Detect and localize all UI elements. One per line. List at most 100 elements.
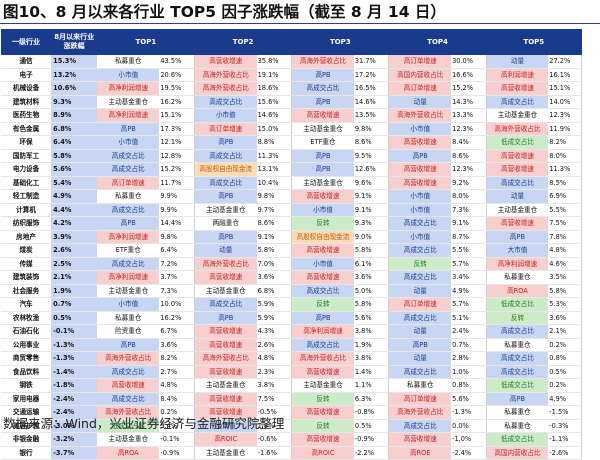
factor-return: 4.3% xyxy=(256,324,293,339)
factor-return: 2.4% xyxy=(451,324,487,339)
factor-return: 9.8% xyxy=(256,189,293,204)
factor-name: 高成交占比 xyxy=(291,81,354,96)
factor-return: 17.3% xyxy=(159,122,195,136)
factor-name: 高ROIC xyxy=(194,432,257,447)
factor-return: 17.2% xyxy=(353,68,390,82)
industry-change: 4.4% xyxy=(51,203,98,217)
factor-name: 低成交占比 xyxy=(486,135,549,150)
factor-name: 高成交占比 xyxy=(486,95,549,109)
industry-change: -1.3% xyxy=(51,338,98,352)
source-note: 数据来源：Wind，兴业证券经济与金融研究院整理 xyxy=(3,416,285,431)
factor-name: 反转 xyxy=(486,311,549,325)
table-row: 非银金融 -3.2% 主动基金重仓 -0.1% 高ROIC -0.6% 高营收增速 -0.9%… xyxy=(1,432,583,447)
factor-return: 8.6% xyxy=(256,216,293,231)
factor-return: 9.6% xyxy=(353,176,390,190)
header-top3: TOP3 xyxy=(291,29,389,55)
factor-return: 19.5% xyxy=(159,81,195,96)
table-row: 房地产 3.9% 高净利润增速 9.8% 高PB 9.1% 高股权自由现金流 9.0% 小市值 8… xyxy=(1,230,583,244)
factor-return: 5.0% xyxy=(353,284,390,298)
factor-return: 8.7% xyxy=(451,230,487,244)
factor-return: -1.5% xyxy=(548,405,583,420)
factor-name: 高成交占比 xyxy=(486,351,549,366)
factor-name: 高营收增速 xyxy=(194,270,257,285)
factor-return: 8.0% xyxy=(548,149,583,163)
factor-name: 高ROE xyxy=(388,446,452,460)
factor-return: 12.8% xyxy=(159,149,195,163)
factor-name: 高营收增速 xyxy=(291,189,354,204)
industry-name: 交通运输 xyxy=(1,405,52,420)
factor-name: 高PB xyxy=(486,392,549,406)
factor-name: 高订单增速 xyxy=(194,122,257,136)
factor-return: 16.1% xyxy=(548,68,583,82)
factor-name: 高ROA xyxy=(97,446,160,460)
industry-change: -2.4% xyxy=(51,405,98,420)
factor-name: 主动基金重仓 xyxy=(194,378,257,393)
factor-table: 一级行业 8月以来行业涨跌幅 TOP1 TOP2 TOP3 TOP4 TOP5 … xyxy=(1,29,583,460)
industry-change: 9.3% xyxy=(51,95,98,109)
factor-name: 高成交占比 xyxy=(388,270,452,285)
factor-name: 高营收增速 xyxy=(291,365,354,379)
industry-change: -2.4% xyxy=(51,392,98,406)
table-row: 基础化工 5.4% 高订单增速 11.7% 高成交占比 10.4% 主动基金重仓 9.6% 高营… xyxy=(1,176,583,190)
factor-name: 主动基金重仓 xyxy=(486,203,549,217)
factor-name: 高净利润增速 xyxy=(97,270,160,285)
factor-return: 13.3% xyxy=(451,108,487,123)
factor-name: 高PB xyxy=(291,311,354,325)
industry-name: 通信 xyxy=(1,55,52,69)
factor-name: 高PB xyxy=(194,311,257,325)
factor-name: 私募重仓 xyxy=(388,378,452,393)
factor-name: 高净利润增速 xyxy=(97,108,160,123)
factor-name: 高营收增速 xyxy=(388,432,452,447)
industry-name: 基础化工 xyxy=(1,176,52,190)
factor-name: 高营收增速 xyxy=(97,378,160,393)
factor-name: 高成交占比 xyxy=(388,419,452,433)
table-header: 一级行业 8月以来行业涨跌幅 TOP1 TOP2 TOP3 TOP4 TOP5 xyxy=(1,29,582,55)
table-row: 电子 13.2% 小市值 20.6% 高海外营收占比 19.1% 高PB 17.2% 高国内营收… xyxy=(1,68,583,82)
factor-name: 反转 xyxy=(291,297,354,312)
industry-name: 煤炭 xyxy=(1,243,52,258)
industry-change: 6.4% xyxy=(51,135,98,150)
factor-return: 4.8% xyxy=(256,351,293,366)
factor-return: 15.1% xyxy=(548,81,583,96)
factor-return: 1.0% xyxy=(451,365,487,379)
factor-name: 高营收增速 xyxy=(486,216,549,231)
factor-return: 3.4% xyxy=(451,270,487,285)
factor-name: 高海外营收占比 xyxy=(194,81,257,96)
factor-return: 7.3% xyxy=(451,203,487,217)
factor-name: 高营收增速 xyxy=(486,81,549,96)
factor-name: 高PB xyxy=(97,338,160,352)
factor-name: 主动基金重仓 xyxy=(97,284,160,298)
factor-return: 8.4% xyxy=(451,135,487,150)
header-industry: 一级行业 xyxy=(1,29,52,55)
factor-return: 16.5% xyxy=(353,81,390,96)
factor-name: 高海外营收占比 xyxy=(97,351,160,366)
factor-return: -0.3% xyxy=(548,419,583,433)
factor-return: 9.1% xyxy=(451,216,487,231)
factor-name: 高股权自由现金流 xyxy=(194,162,257,177)
factor-return: 2.6% xyxy=(256,338,293,352)
industry-name: 建筑装饰 xyxy=(1,270,52,285)
industry-name: 传媒 xyxy=(1,257,52,271)
factor-return: 1.1% xyxy=(353,378,390,393)
factor-name: 大市值 xyxy=(486,243,549,258)
table-row: 食品饮料 -1.4% 高成交占比 2.7% 高营收增速 2.3% 高营收增速 1.4% 高成交占… xyxy=(1,365,583,379)
factor-name: 私募重仓 xyxy=(97,311,160,325)
factor-name: 高海外营收占比 xyxy=(194,257,257,271)
factor-return: -0.9% xyxy=(353,432,390,447)
factor-return: 3.6% xyxy=(159,338,195,352)
header-top5: TOP5 xyxy=(486,29,582,55)
factor-return: -2.6% xyxy=(548,446,583,460)
factor-return: 6.7% xyxy=(159,324,195,339)
factor-return: 9.5% xyxy=(353,149,390,163)
factor-return: 8.2% xyxy=(159,351,195,366)
factor-return: -0.5% xyxy=(256,405,293,420)
factor-return: 5.8% xyxy=(256,243,293,258)
industry-change: 1.9% xyxy=(51,284,98,298)
header-change: 8月以来行业涨跌幅 xyxy=(51,29,98,55)
factor-name: 私募重仓 xyxy=(97,55,160,69)
factor-name: 高PB xyxy=(97,216,160,231)
factor-return: 0.8% xyxy=(451,378,487,393)
table-row: 汽车 0.7% 小市值 10.0% 高成交占比 5.9% 反转 5.8% 高订单增速 5.7% 低成… xyxy=(1,297,583,312)
factor-name: 两融重仓 xyxy=(194,216,257,231)
table-row: 电力设备 5.6% 高成交占比 15.2% 高股权自由现金流 13.1% 高PB 12.6% 高… xyxy=(1,162,583,177)
